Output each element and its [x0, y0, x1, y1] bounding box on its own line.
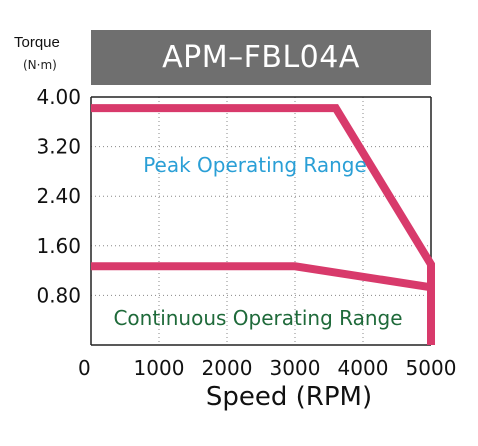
y-axis-title: Torque	[14, 34, 60, 51]
x-tick-label: 3000	[270, 356, 321, 380]
y-tick-label: 0.80	[36, 283, 81, 307]
peak-range-label: Peak Operating Range	[143, 153, 367, 177]
x-tick-label: 1000	[134, 356, 185, 380]
x-tick-label: 5000	[406, 356, 457, 380]
continuous-range-label: Continuous Operating Range	[113, 306, 402, 330]
y-axis-unit: (N·m)	[23, 58, 57, 72]
x-tick-label: 4000	[338, 356, 389, 380]
y-tick-label: 4.00	[36, 85, 81, 109]
x-tick-label: 2000	[202, 356, 253, 380]
y-tick-label: 3.20	[36, 135, 81, 159]
x-axis-label: Speed (RPM)	[0, 382, 478, 412]
y-tick-label: 2.40	[36, 184, 81, 208]
x-axis-label-text: Speed (RPM)	[205, 382, 373, 412]
continuous-torque-line	[91, 262, 432, 292]
y-tick-label: 1.60	[36, 234, 81, 258]
peak-torque-line	[91, 104, 435, 345]
chart-title: APM–FBL04A	[91, 30, 431, 85]
x-tick-label: 0	[78, 356, 91, 380]
